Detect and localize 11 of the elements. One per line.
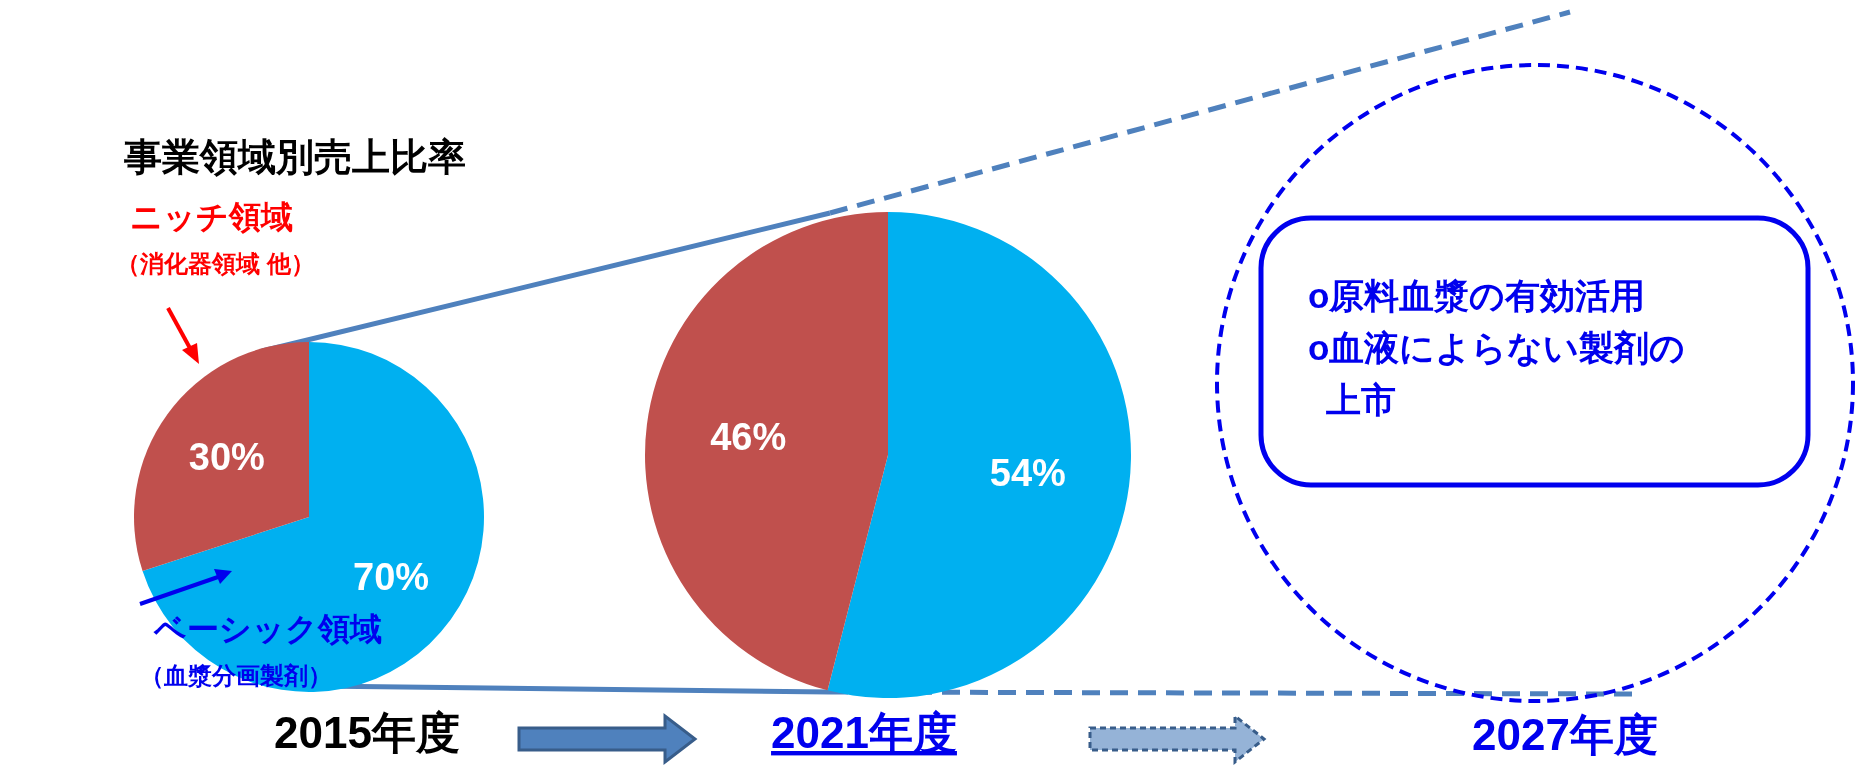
data-label: 30% xyxy=(188,436,265,479)
text: 2021年度 xyxy=(771,708,957,757)
chart-title: 事業領域別売上比率 xyxy=(123,136,466,178)
slice-label: ニッチ領域（消化器領域 他） xyxy=(116,199,315,277)
data-label: 70% xyxy=(353,555,430,598)
text: 2015年度 xyxy=(274,708,460,757)
text: o血液によらない製剤の上市 xyxy=(1308,328,1686,419)
text: 2027年度 xyxy=(1472,710,1658,759)
text: o原料血漿の有効活用 xyxy=(1308,276,1646,315)
data-label: 54% xyxy=(989,451,1066,494)
data-label: 46% xyxy=(710,416,787,459)
